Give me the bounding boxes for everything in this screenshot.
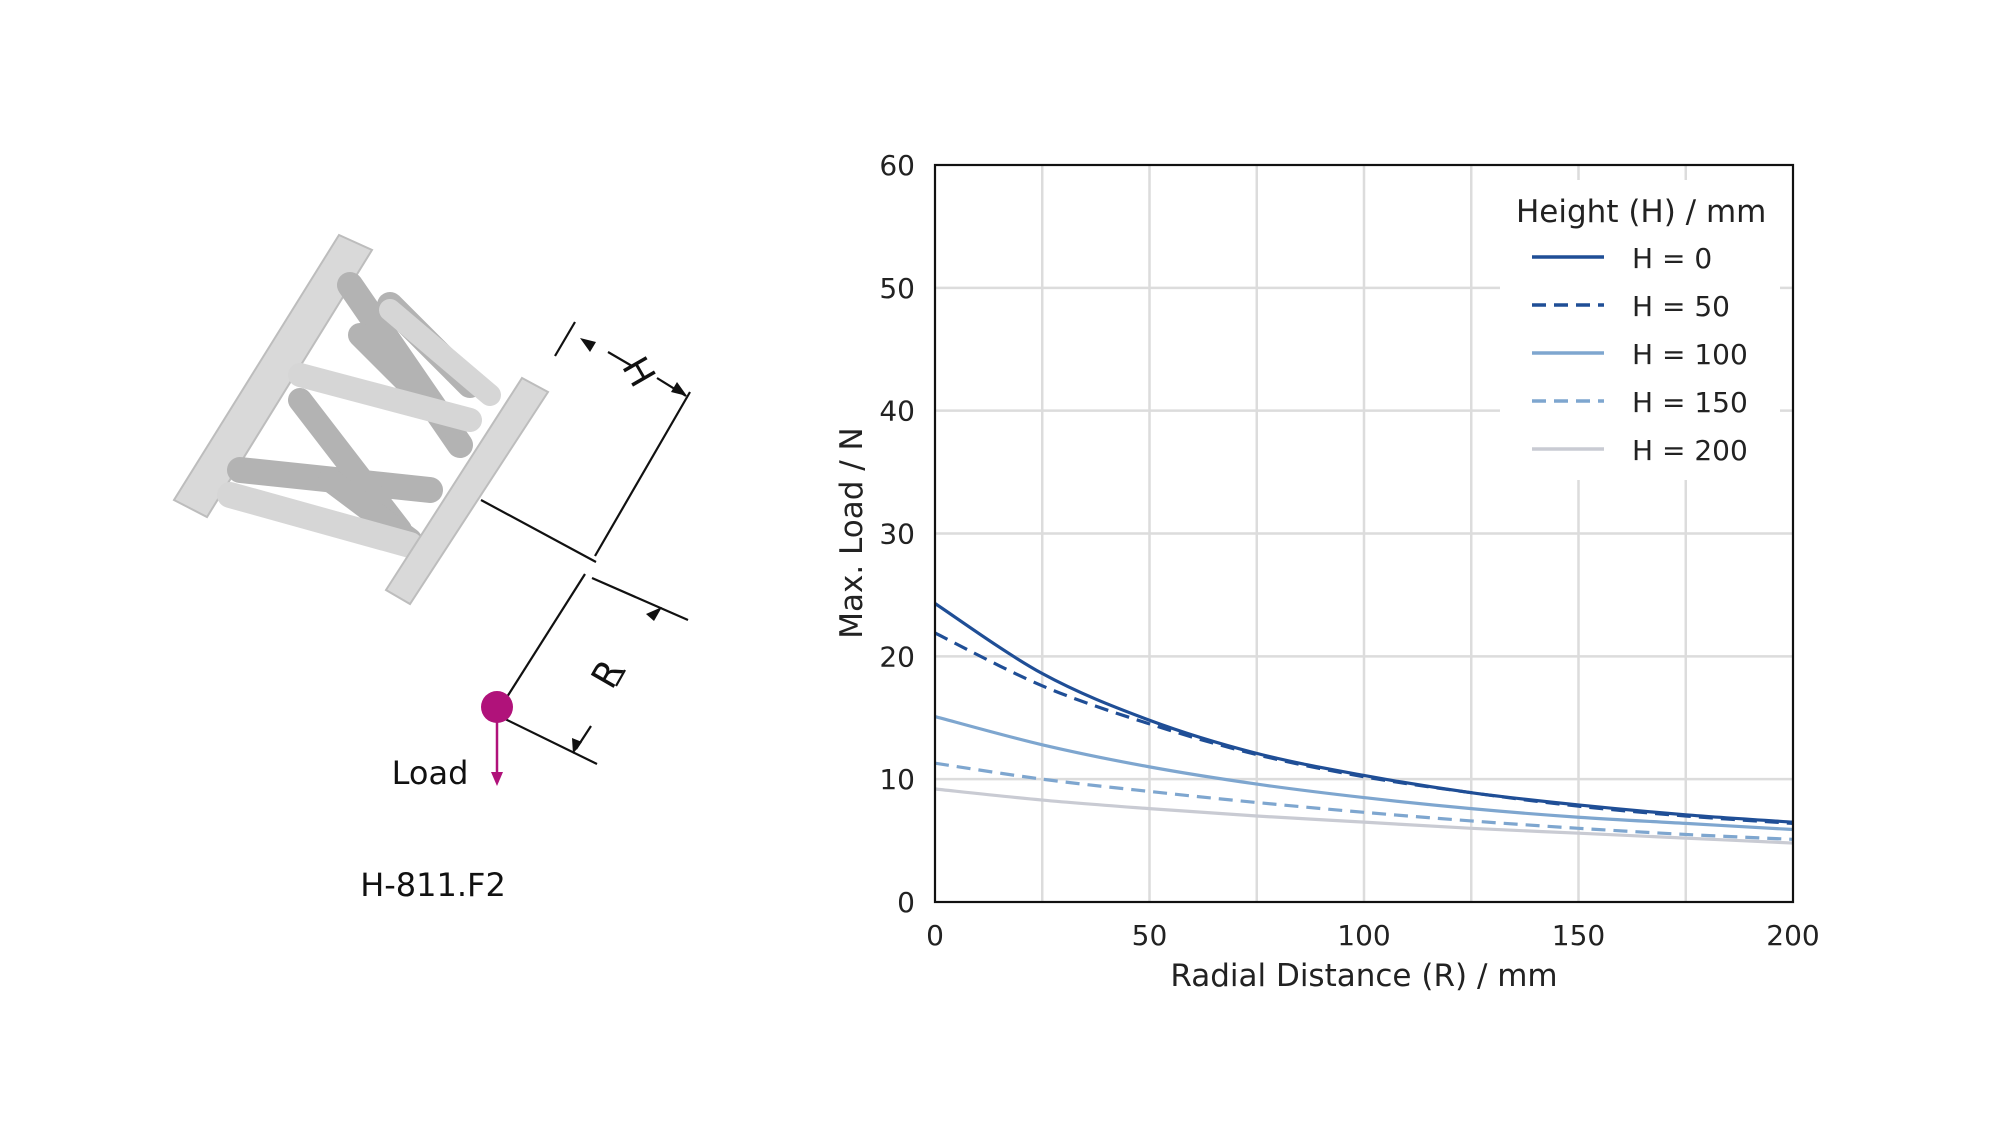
legend-label: H = 0: [1632, 242, 1712, 275]
chart-series: [934, 602, 1794, 845]
series-line: [934, 631, 1794, 825]
series-line: [934, 787, 1794, 845]
legend-label: H = 150: [1632, 386, 1748, 419]
chart-legend: Height (H) / mm H = 0 H = 50 H = 100 H = 15…: [1500, 180, 1780, 480]
dimension-h-label: H: [613, 350, 662, 394]
series-line: [934, 714, 1794, 832]
legend-items: H = 0 H = 50 H = 100 H = 150 H = 200: [1532, 242, 1748, 467]
x-axis-ticks: 0 50 100 150 200: [926, 919, 1820, 952]
x-tick-label: 100: [1337, 919, 1390, 952]
model-label: H-811.F2: [360, 866, 506, 904]
load-label: Load: [392, 754, 469, 792]
legend-label: H = 200: [1632, 434, 1748, 467]
hexapod-struts-light: [217, 299, 501, 558]
y-tick-label: 40: [879, 395, 915, 428]
y-tick-label: 20: [879, 640, 915, 673]
y-tick-label: 60: [879, 149, 915, 182]
hexapod-base-plate: [172, 233, 374, 519]
load-arrow-icon: [491, 772, 503, 786]
dimension-arrowheads: [572, 338, 687, 754]
y-tick-label: 50: [879, 272, 915, 305]
x-tick-label: 0: [926, 919, 944, 952]
x-tick-label: 150: [1552, 919, 1605, 952]
y-tick-label: 0: [897, 886, 915, 919]
series-line: [934, 602, 1794, 824]
plot-frame: [933, 163, 1795, 904]
dimension-lines: [480, 321, 691, 765]
x-tick-label: 200: [1766, 919, 1819, 952]
legend-label: H = 50: [1632, 290, 1730, 323]
legend-background: [1500, 180, 1780, 480]
legend-label: H = 100: [1632, 338, 1748, 371]
y-axis-label: Max. Load / N: [834, 427, 870, 639]
hexapod-diagram: H R Load H-811.F2: [172, 233, 691, 904]
dimension-r-label: R: [584, 653, 632, 695]
max-load-chart: 0 50 100 150 200 0 10 20 30 40 50 60 Radial Distan…: [834, 149, 1820, 994]
load-point-icon: [481, 691, 513, 723]
x-axis-label: Radial Distance (R) / mm: [1170, 958, 1557, 994]
y-tick-label: 30: [879, 518, 915, 551]
y-axis-ticks: 0 10 20 30 40 50 60: [879, 149, 915, 919]
x-tick-label: 50: [1132, 919, 1168, 952]
hexapod-top-plate: [384, 376, 550, 606]
y-tick-label: 10: [879, 763, 915, 796]
legend-title: Height (H) / mm: [1516, 194, 1766, 230]
series-line: [934, 761, 1794, 841]
